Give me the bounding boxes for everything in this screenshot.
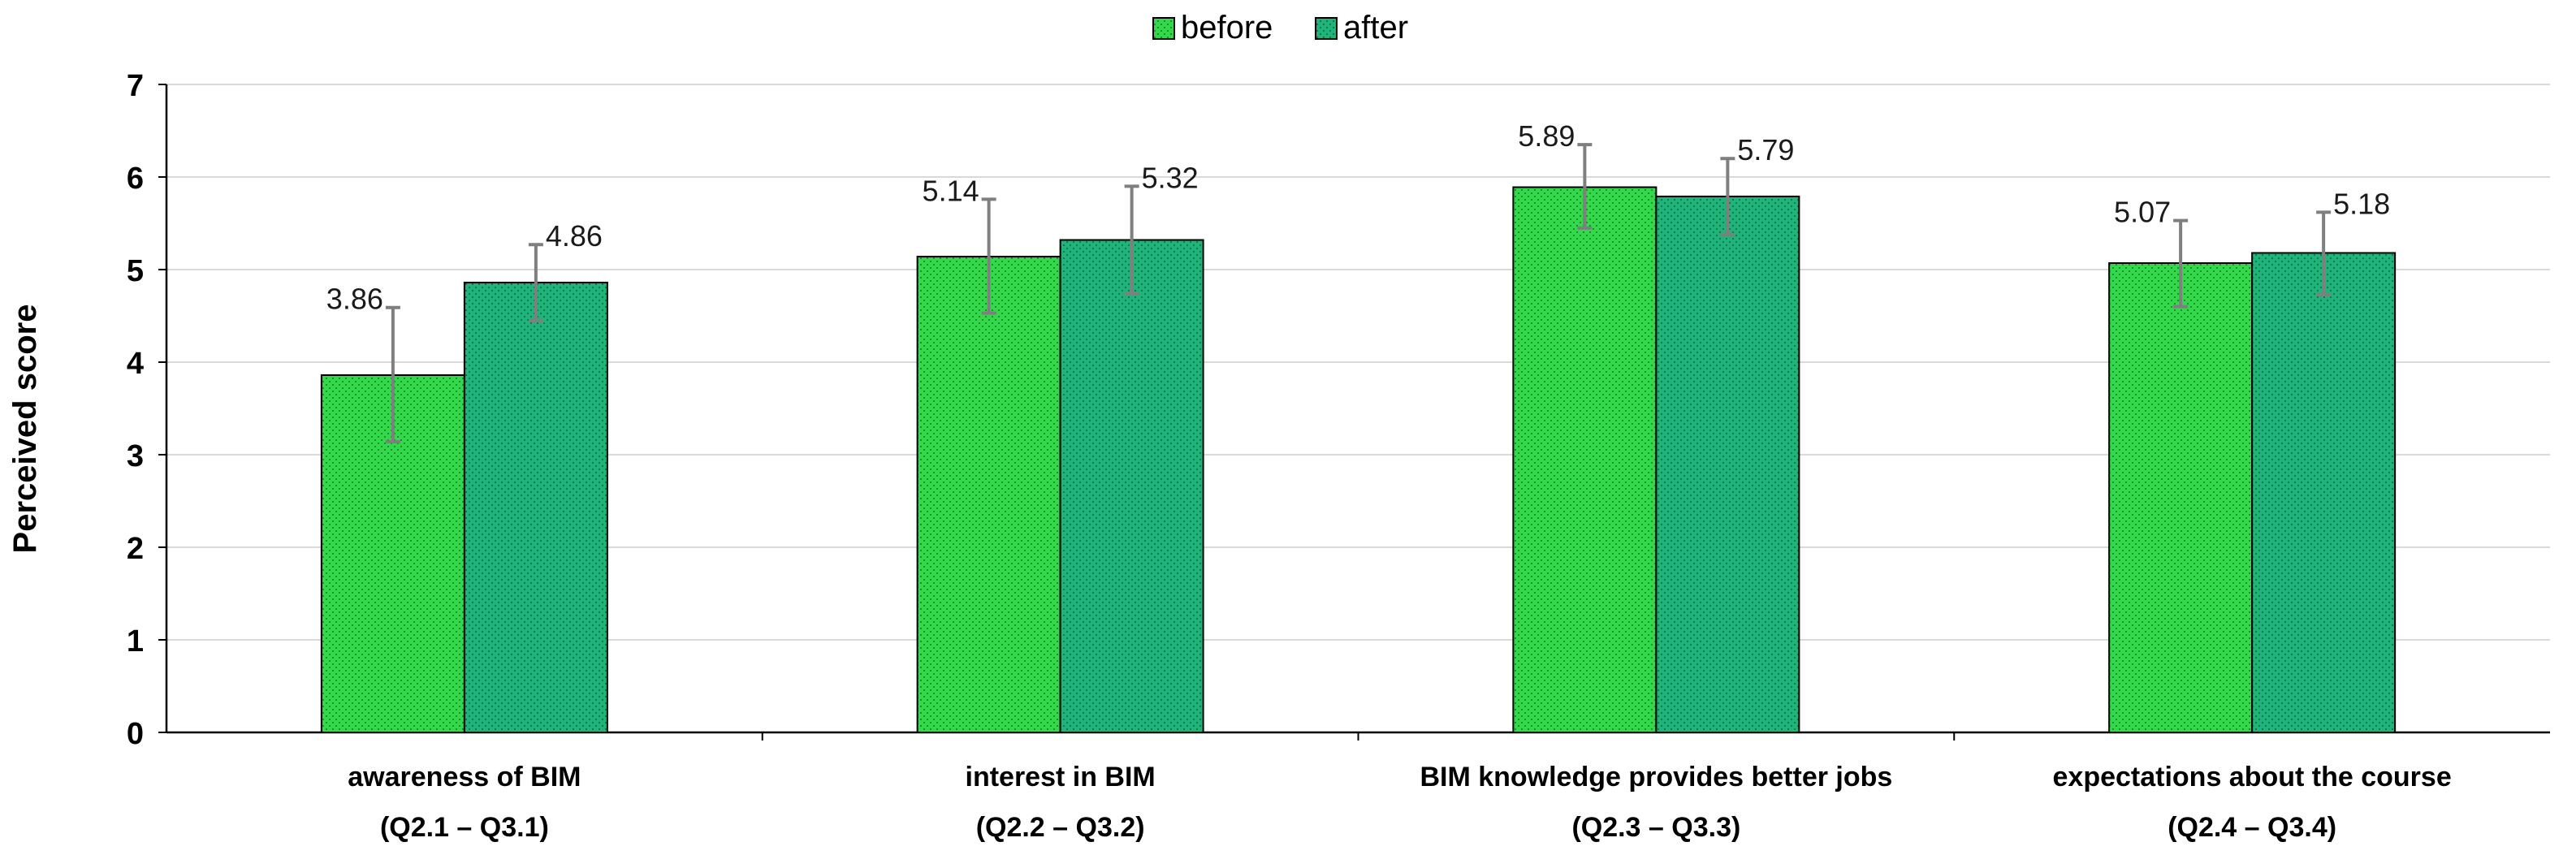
tick-labels: 0 1 2 3 4 5 6 7 awareness of BIM (Q2.1 – Q3.1) int…: [127, 69, 2452, 843]
data-label: 5.18: [2333, 187, 2390, 220]
x-tick-label: awareness of BIM: [348, 762, 581, 792]
y-axis-label: Perceived score: [7, 304, 43, 554]
data-label: 5.07: [2114, 196, 2171, 229]
legend-swatch-after: [1315, 17, 1338, 40]
bar-before: [916, 256, 1061, 734]
bar-after: [2251, 252, 2397, 734]
bar-after: [1655, 195, 1800, 733]
data-label: 5.79: [1737, 133, 1794, 166]
data-label: 5.89: [1518, 119, 1575, 153]
y-tick-label: 3: [127, 439, 144, 473]
legend-label-after: after: [1343, 10, 1408, 45]
y-tick-label: 6: [127, 162, 144, 196]
y-tick-label: 5: [127, 254, 144, 288]
data-label: 4.86: [546, 219, 603, 253]
y-tick-label: 2: [127, 532, 144, 566]
data-label: 5.14: [923, 174, 979, 207]
bars: [320, 186, 2397, 734]
x-tick-sublabel: (Q2.4 – Q3.4): [2168, 812, 2336, 843]
legend-label-before: before: [1181, 10, 1273, 45]
x-tick-sublabel: (Q2.2 – Q3.2): [976, 812, 1145, 843]
y-tick-label: 1: [127, 624, 144, 659]
error-bars: [385, 143, 2332, 444]
x-tick-label: expectations about the course: [2053, 762, 2452, 792]
bar-after: [1059, 239, 1204, 733]
y-tick-label: 4: [127, 347, 144, 381]
x-tick-label: interest in BIM: [966, 762, 1156, 792]
x-tick-sublabel: (Q2.3 – Q3.3): [1571, 812, 1740, 843]
bar-before: [2108, 262, 2254, 733]
legend-swatch-before: [1152, 17, 1175, 40]
y-tick-label: 0: [127, 717, 144, 751]
data-label: 5.32: [1142, 161, 1199, 194]
data-label: 3.86: [326, 283, 383, 316]
bar-before: [1512, 186, 1658, 734]
bar-after: [463, 281, 608, 733]
x-tick-label: BIM knowledge provides better jobs: [1420, 762, 1892, 792]
y-tick-label: 7: [127, 69, 144, 103]
legend: before after: [1152, 10, 1408, 45]
data-labels: 3.86 4.86 5.14 5.32 5.89 5.79 5.07 5.18: [326, 119, 2390, 316]
x-tick-sublabel: (Q2.1 – Q3.1): [380, 812, 549, 843]
